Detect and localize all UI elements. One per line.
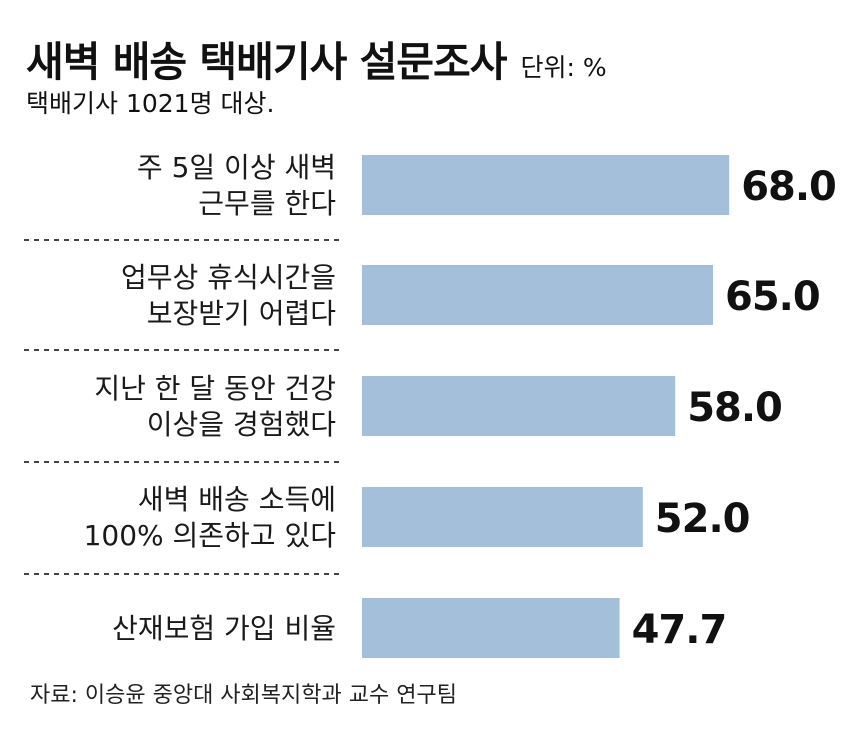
value-label-2: 65.0 <box>725 274 820 320</box>
category-label-2-line-2: 보장받기 어렵다 <box>147 297 336 330</box>
value-label-1: 68.0 <box>741 164 836 210</box>
value-label-5: 47.7 <box>632 607 727 653</box>
category-label-1-line-2: 근무를 한다 <box>198 187 336 220</box>
bar-5 <box>362 598 620 658</box>
bar-4 <box>362 487 643 547</box>
unit-label: 단위: % <box>520 53 607 82</box>
category-label-3-line-2: 이상을 경험했다 <box>147 408 336 441</box>
category-label-2-line-1: 업무상 휴식시간을 <box>121 261 336 294</box>
value-label-3: 58.0 <box>687 385 782 431</box>
category-label-1-line-1: 주 5일 이상 새벽 <box>137 151 336 184</box>
source-note: 자료: 이승윤 중앙대 사회복지학과 교수 연구팀 <box>30 683 457 708</box>
bar-2 <box>362 265 713 325</box>
bar-3 <box>362 376 676 436</box>
category-label-5-line-1: 산재보험 가입 비율 <box>112 612 336 645</box>
bar-1 <box>362 155 730 215</box>
category-label-4-line-2: 100% 의존하고 있다 <box>84 519 336 552</box>
chart-subtitle: 택배기사 1021명 대상. <box>26 89 275 118</box>
title-row: 새벽 배송 택배기사 설문조사 단위: % <box>26 28 607 88</box>
value-label-4: 52.0 <box>655 496 750 542</box>
chart-title: 새벽 배송 택배기사 설문조사 <box>26 38 507 86</box>
category-label-3-line-1: 지난 한 달 동안 건강 <box>94 372 336 405</box>
category-label-4-line-1: 새벽 배송 소득에 <box>138 483 336 516</box>
